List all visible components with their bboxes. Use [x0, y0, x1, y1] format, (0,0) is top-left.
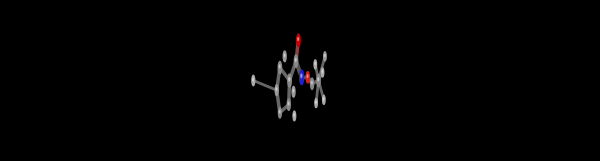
- Ellipse shape: [253, 78, 254, 81]
- Ellipse shape: [284, 54, 285, 57]
- Ellipse shape: [318, 78, 319, 81]
- Ellipse shape: [306, 72, 309, 83]
- Ellipse shape: [294, 114, 295, 116]
- Ellipse shape: [275, 85, 278, 95]
- Ellipse shape: [315, 99, 317, 108]
- Ellipse shape: [323, 98, 324, 100]
- Ellipse shape: [289, 78, 290, 81]
- Ellipse shape: [307, 75, 308, 78]
- Ellipse shape: [276, 88, 277, 90]
- Ellipse shape: [295, 58, 296, 62]
- Ellipse shape: [288, 102, 289, 105]
- Ellipse shape: [297, 34, 300, 46]
- Ellipse shape: [279, 65, 280, 68]
- Ellipse shape: [295, 55, 298, 67]
- Ellipse shape: [279, 110, 280, 113]
- Ellipse shape: [292, 86, 295, 97]
- Ellipse shape: [301, 74, 302, 78]
- Ellipse shape: [299, 70, 304, 85]
- Ellipse shape: [322, 70, 323, 73]
- Ellipse shape: [322, 68, 324, 77]
- Ellipse shape: [288, 74, 291, 87]
- Ellipse shape: [298, 38, 299, 41]
- Ellipse shape: [314, 60, 317, 69]
- Ellipse shape: [278, 62, 281, 74]
- Ellipse shape: [315, 62, 316, 65]
- Ellipse shape: [278, 107, 281, 118]
- Ellipse shape: [252, 75, 254, 86]
- Ellipse shape: [324, 52, 326, 61]
- Ellipse shape: [311, 81, 313, 84]
- Ellipse shape: [287, 99, 290, 110]
- Ellipse shape: [323, 95, 325, 104]
- Ellipse shape: [311, 78, 314, 89]
- Ellipse shape: [283, 51, 286, 62]
- Ellipse shape: [293, 89, 294, 92]
- Ellipse shape: [293, 111, 296, 121]
- Ellipse shape: [317, 74, 320, 87]
